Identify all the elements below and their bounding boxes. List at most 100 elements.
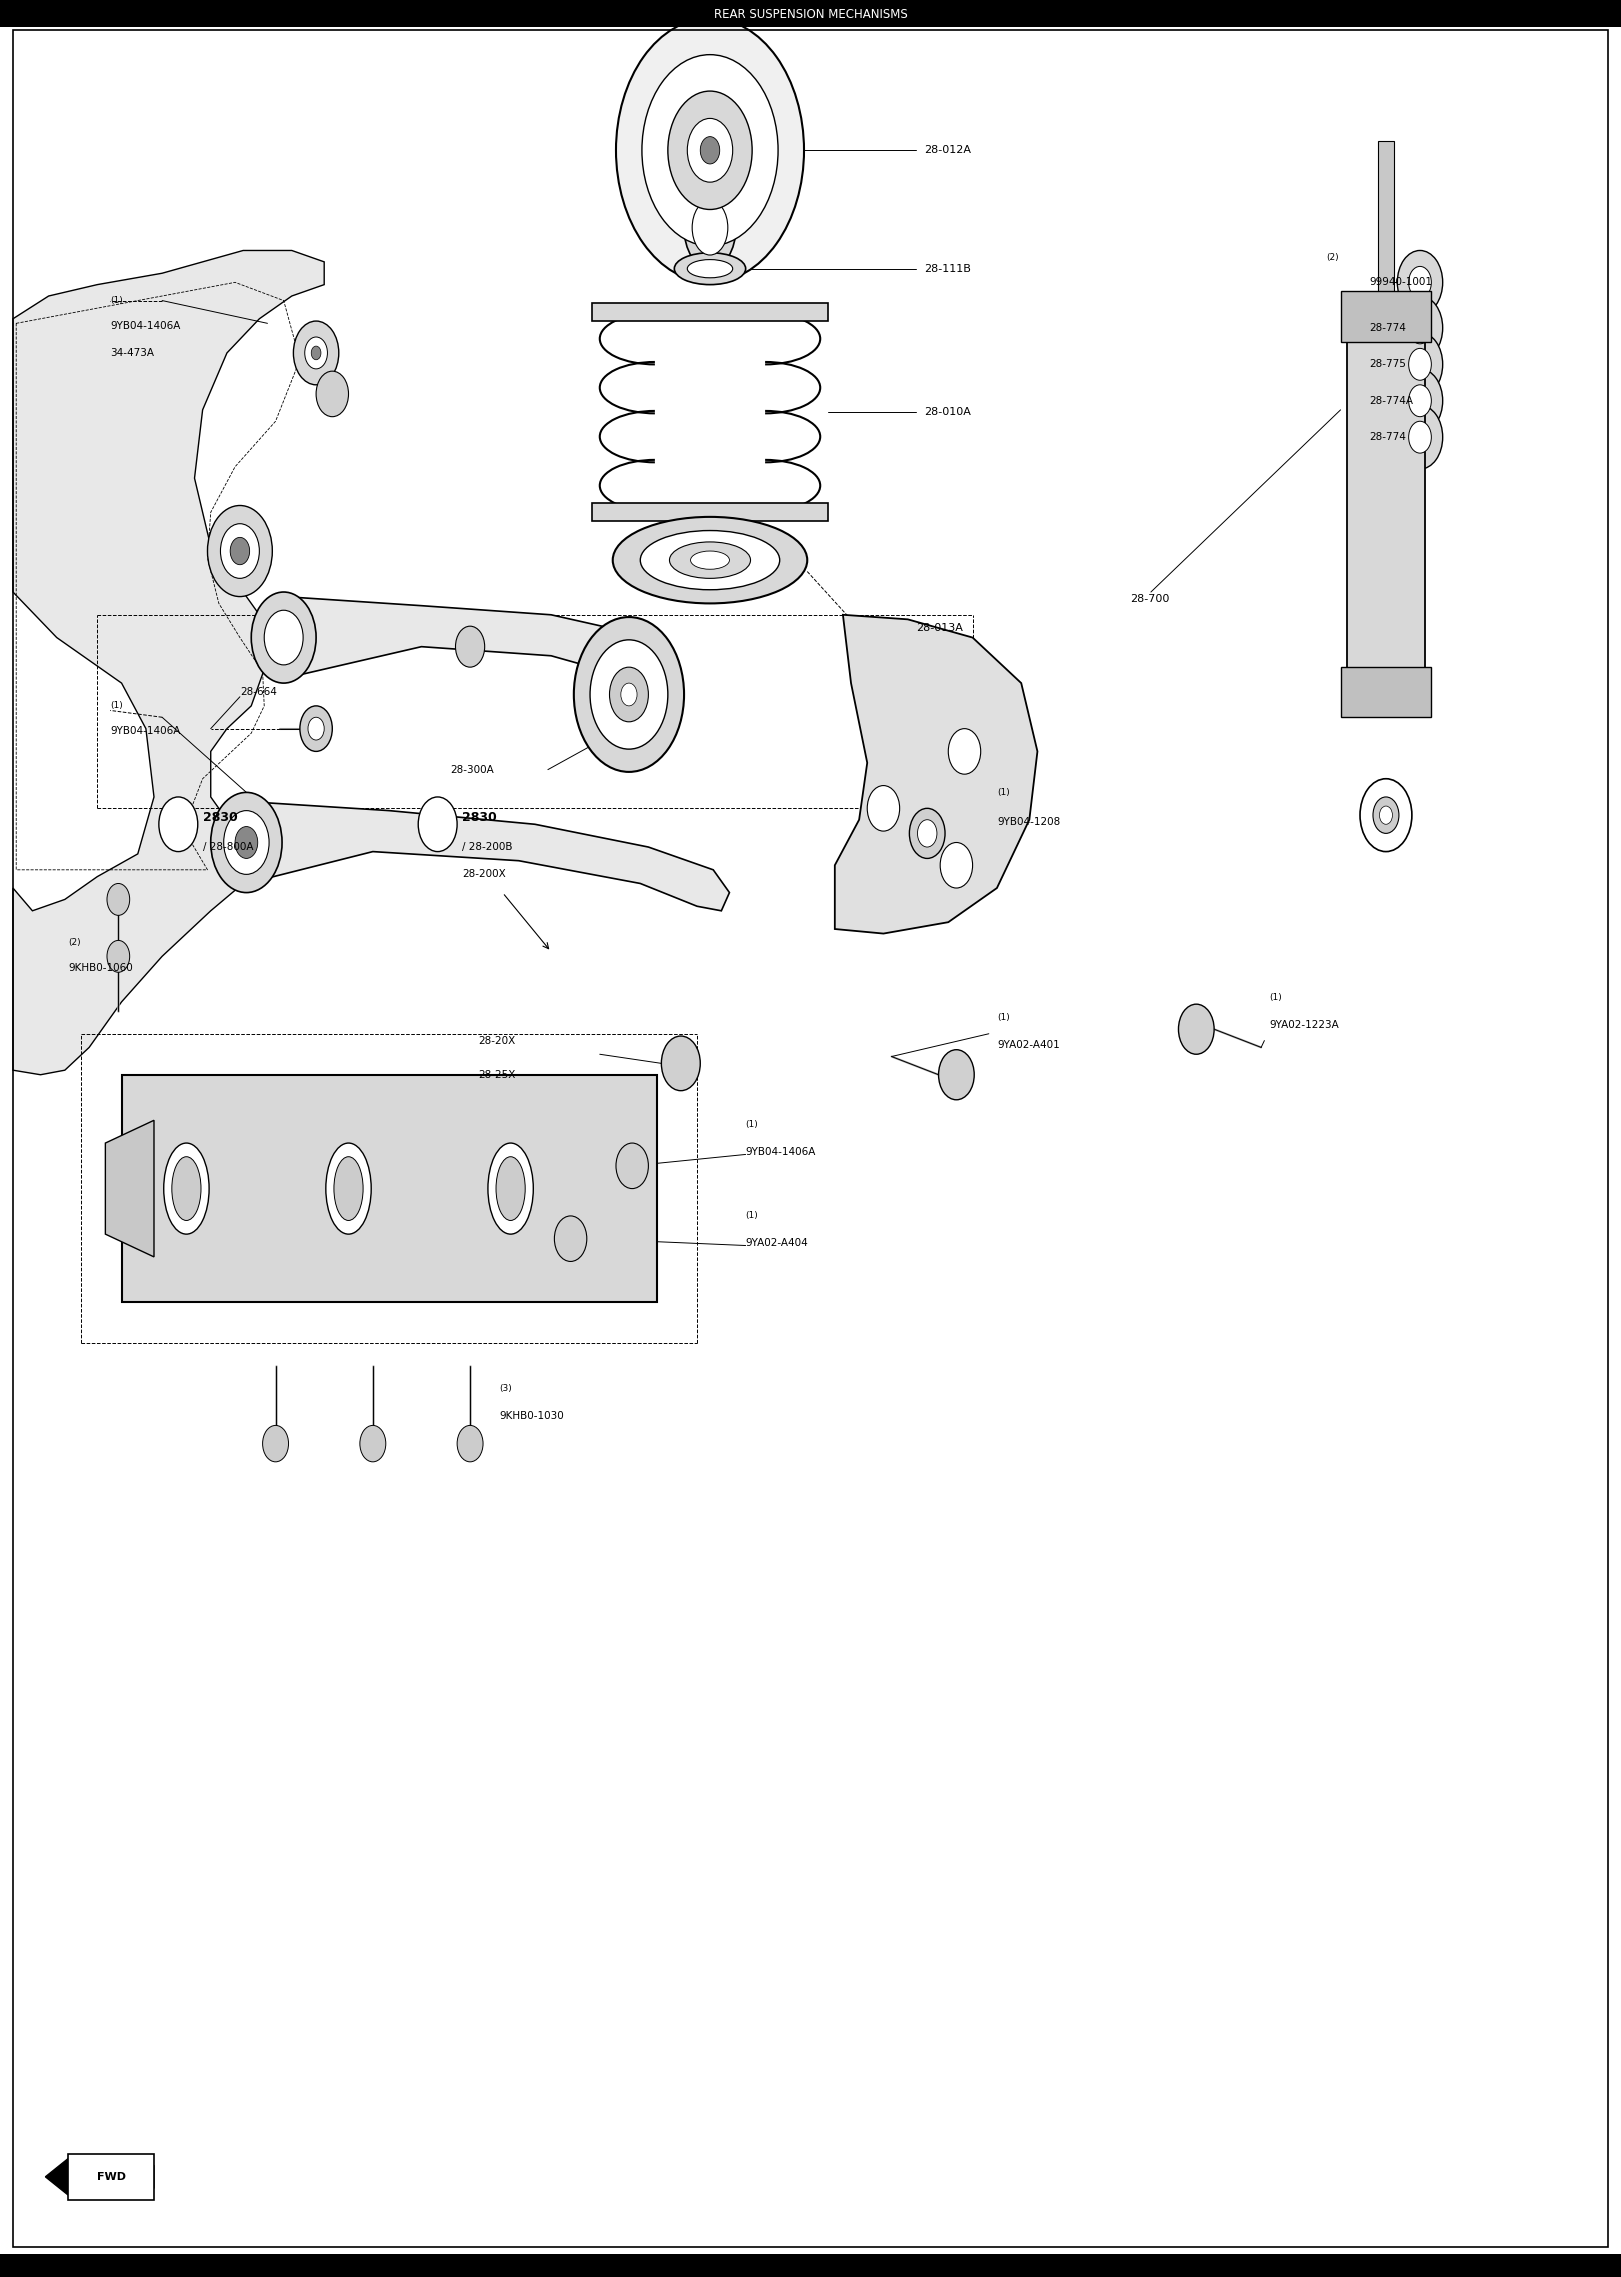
Polygon shape: [105, 1120, 154, 1257]
Text: 28-774A: 28-774A: [1370, 396, 1414, 405]
Text: 9KHB0-1030: 9KHB0-1030: [499, 1412, 564, 1421]
Circle shape: [687, 118, 733, 182]
Circle shape: [311, 346, 321, 360]
Circle shape: [1178, 1004, 1214, 1054]
Circle shape: [1397, 405, 1443, 469]
Circle shape: [948, 729, 981, 774]
Circle shape: [697, 114, 723, 150]
Circle shape: [251, 592, 316, 683]
Circle shape: [1397, 369, 1443, 433]
Text: 28-775: 28-775: [1370, 360, 1407, 369]
Ellipse shape: [687, 260, 733, 278]
Text: REAR SUSPENSION MECHANISMS: REAR SUSPENSION MECHANISMS: [713, 9, 908, 20]
Ellipse shape: [674, 253, 746, 285]
Text: (1): (1): [110, 296, 123, 305]
Circle shape: [1397, 296, 1443, 360]
Bar: [592, 303, 828, 321]
Circle shape: [616, 18, 804, 282]
Polygon shape: [13, 250, 324, 1075]
Circle shape: [107, 883, 130, 915]
Text: (1): (1): [997, 788, 1010, 797]
Ellipse shape: [692, 200, 728, 255]
Circle shape: [939, 1050, 974, 1100]
Ellipse shape: [326, 1143, 371, 1234]
Text: (3): (3): [499, 1384, 512, 1394]
Polygon shape: [835, 615, 1037, 934]
Circle shape: [457, 1425, 483, 1462]
Circle shape: [418, 797, 457, 852]
Text: 28-012A: 28-012A: [924, 146, 971, 155]
Text: 28-664: 28-664: [240, 688, 277, 697]
Text: 28-774: 28-774: [1370, 323, 1407, 332]
Circle shape: [264, 610, 303, 665]
Bar: [122, 1075, 657, 1302]
Circle shape: [1397, 332, 1443, 396]
Circle shape: [867, 786, 900, 831]
Circle shape: [305, 337, 327, 369]
Text: 28-20X: 28-20X: [478, 1036, 515, 1045]
Text: 28-300A: 28-300A: [451, 765, 494, 774]
Bar: [0, 2254, 1621, 2277]
Circle shape: [316, 371, 349, 417]
Text: 28-111B: 28-111B: [924, 264, 971, 273]
Text: 28-200X: 28-200X: [462, 870, 506, 879]
Circle shape: [909, 808, 945, 858]
Circle shape: [700, 137, 720, 164]
Circle shape: [1409, 266, 1431, 298]
Circle shape: [456, 626, 485, 667]
Text: 28-010A: 28-010A: [924, 408, 971, 417]
Text: FWD: FWD: [97, 2172, 126, 2181]
Bar: [1378, 141, 1394, 296]
Text: (1): (1): [110, 701, 123, 710]
Circle shape: [224, 811, 269, 874]
Bar: [1341, 667, 1431, 717]
Circle shape: [207, 505, 272, 597]
Circle shape: [609, 667, 648, 722]
Text: 2830: 2830: [203, 811, 237, 824]
Ellipse shape: [172, 1157, 201, 1220]
Text: 9YB04-1406A: 9YB04-1406A: [746, 1148, 815, 1157]
Text: (1): (1): [746, 1211, 759, 1220]
Circle shape: [574, 617, 684, 772]
Bar: [1341, 291, 1431, 342]
Ellipse shape: [640, 531, 780, 590]
Circle shape: [235, 827, 258, 858]
Circle shape: [293, 321, 339, 385]
Ellipse shape: [691, 551, 729, 569]
Ellipse shape: [334, 1157, 363, 1220]
Text: (1): (1): [1269, 993, 1282, 1002]
Text: 9YA02-1223A: 9YA02-1223A: [1269, 1020, 1339, 1029]
Bar: [592, 503, 828, 521]
Circle shape: [1409, 348, 1431, 380]
Circle shape: [1409, 421, 1431, 453]
Text: (2): (2): [68, 938, 81, 947]
Text: 9YB04-1208: 9YB04-1208: [997, 817, 1060, 827]
Circle shape: [1409, 312, 1431, 344]
Text: 9YB04-1406A: 9YB04-1406A: [110, 321, 180, 330]
Circle shape: [1397, 250, 1443, 314]
Ellipse shape: [496, 1157, 525, 1220]
Text: 99940-1001: 99940-1001: [1370, 278, 1433, 287]
Text: (1): (1): [997, 1013, 1010, 1022]
Circle shape: [300, 706, 332, 751]
Circle shape: [590, 640, 668, 749]
Circle shape: [621, 683, 637, 706]
Circle shape: [159, 797, 198, 852]
Circle shape: [308, 717, 324, 740]
Circle shape: [917, 820, 937, 847]
Circle shape: [661, 1036, 700, 1091]
Circle shape: [107, 940, 130, 972]
Circle shape: [230, 537, 250, 565]
Text: 28-013A: 28-013A: [916, 624, 963, 633]
Text: 28-774: 28-774: [1370, 433, 1407, 442]
Circle shape: [263, 1425, 289, 1462]
Polygon shape: [45, 2159, 154, 2195]
Text: 28-700: 28-700: [1130, 594, 1169, 603]
Bar: [0, 0, 1621, 27]
Circle shape: [220, 524, 259, 578]
Bar: [1347, 296, 1425, 706]
Text: 9YB04-1406A: 9YB04-1406A: [110, 726, 180, 735]
Circle shape: [211, 792, 282, 893]
Circle shape: [668, 91, 752, 209]
Text: / 28-200B: / 28-200B: [462, 842, 512, 852]
